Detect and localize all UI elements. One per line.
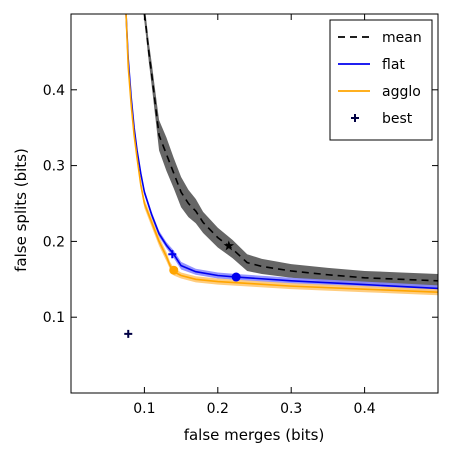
series-line-mean [143,14,438,282]
x-tick-label: 0.2 [207,401,229,417]
y-axis-ticks: 0.1 0.2 0.3 0.4 [43,83,438,326]
y-tick-label: 0.4 [43,83,65,99]
marker-agglo-1 [169,265,179,275]
marker-flat-2 [231,272,241,282]
y-axis-label: false splits (bits) [12,148,30,272]
legend-label-mean: mean [382,30,422,46]
x-tick-label: 0.3 [280,401,302,417]
x-axis-label: false merges (bits) [184,426,325,444]
y-tick-label: 0.3 [43,159,65,175]
y-tick-label: 0.2 [43,234,65,250]
x-tick-label: 0.1 [133,401,155,417]
x-tick-label: 0.4 [353,401,375,417]
marker-flat-1 [168,250,177,259]
legend-label-flat: flat [382,57,405,73]
series-line-agglo [125,14,438,293]
series-lines [125,14,438,293]
legend-label-best: best [382,111,413,127]
plot-frame [70,13,439,394]
legend: mean flat agglo best [329,19,433,141]
legend-marker-best [351,114,359,122]
y-tick-label: 0.1 [43,310,65,326]
x-axis-ticks: 0.1 0.2 0.3 0.4 [133,14,376,417]
marker-mean [223,240,235,251]
series-markers [124,240,241,338]
legend-box [329,19,433,141]
legend-label-agglo: agglo [382,84,421,100]
point-best-1 [124,329,133,338]
